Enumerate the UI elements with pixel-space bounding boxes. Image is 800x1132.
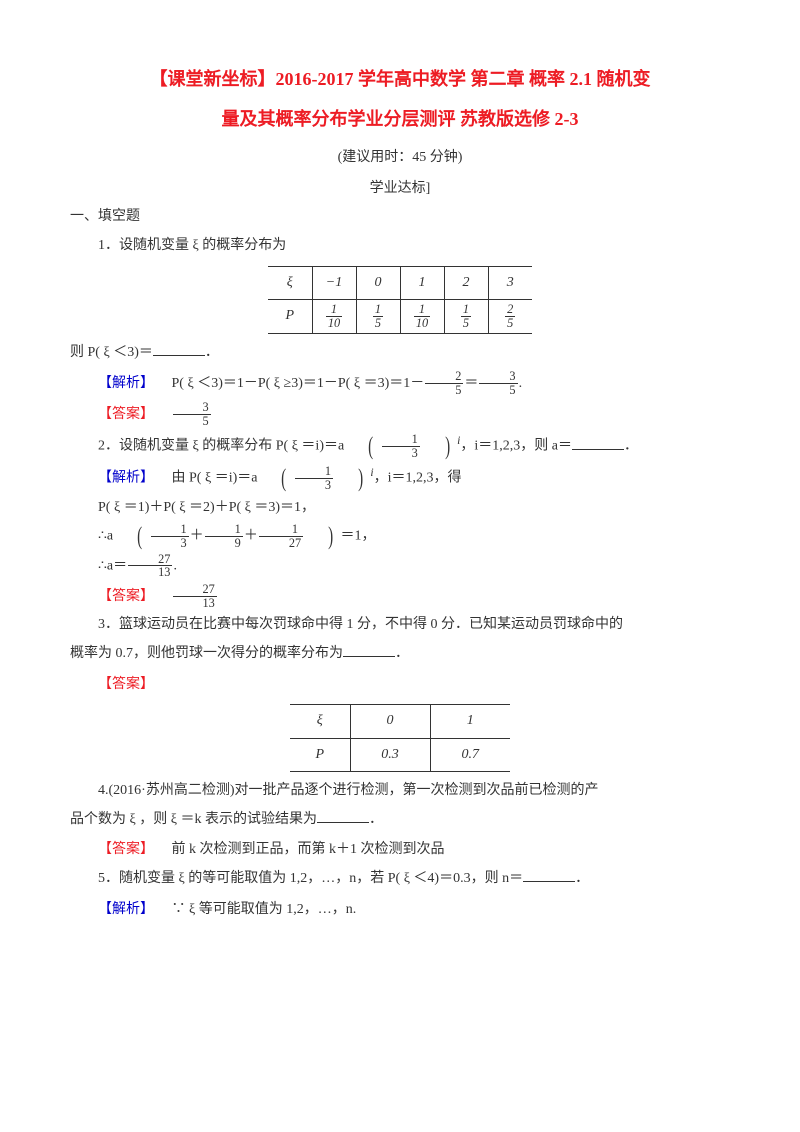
blank xyxy=(153,341,205,356)
section-label: 学业达标] xyxy=(70,176,730,203)
q2-an4-pre: ∴a＝ xyxy=(98,558,127,573)
rparen-icon: ) xyxy=(311,527,333,547)
blank xyxy=(343,642,395,657)
blank xyxy=(572,434,624,449)
q3-answer: 【答案】 xyxy=(70,670,730,699)
q1-an-f1: 25 xyxy=(424,370,464,397)
q1-stem: 1．设随机变量 ξ 的概率分布为 xyxy=(70,233,730,260)
q2-answer-frac: 2713 xyxy=(172,583,218,610)
q5-analysis-text: ∵ ξ 等可能取值为 1,2，…，n. xyxy=(172,902,357,917)
time-suggest: (建议用时：45 分钟) xyxy=(70,145,730,172)
q2-sum-f3: 127 xyxy=(258,523,304,550)
answer-label: 【答案】 xyxy=(98,840,154,856)
q2-frac: 13 xyxy=(381,433,421,460)
q1-after-text: 则 P( ξ ＜3)＝ xyxy=(70,345,153,360)
q3-h1: 0 xyxy=(350,705,430,739)
q2-an1-pre: 由 P( ξ ＝i)＝a xyxy=(172,471,258,486)
q3-table-header: ξ 0 1 xyxy=(290,705,510,739)
q3-h2: 1 xyxy=(430,705,510,739)
doc-title-line1: 【课堂新坐标】2016-2017 学年高中数学 第二章 概率 2.1 随机变 xyxy=(70,60,730,100)
q1-p3: 15 xyxy=(460,303,472,330)
q4-answer-text: 前 k 次检测到正品，而第 k＋1 次检测到次品 xyxy=(172,842,445,857)
q1-h3: 1 xyxy=(400,266,444,300)
q2-analysis-1: 【解析】 由 P( ξ ＝i)＝a(13)i，i＝1,2,3，得 xyxy=(70,462,730,492)
answer-label: 【答案】 xyxy=(98,675,154,691)
q4-tail: ． xyxy=(369,812,383,827)
q3-p0: 0.3 xyxy=(350,738,430,772)
lparen-icon: ( xyxy=(351,437,373,457)
q1-xi: ξ xyxy=(287,275,293,290)
blank xyxy=(523,867,575,882)
q2-tail: ． xyxy=(624,439,638,454)
q2-analysis-4: ∴a＝2713. xyxy=(70,553,730,580)
q2-analysis-2: P( ξ ＝1)＋P( ξ ＝2)＋P( ξ ＝3)＝1， xyxy=(70,495,730,522)
q3-xi: ξ xyxy=(317,713,323,728)
q4-answer: 【答案】 前 k 次检测到正品，而第 k＋1 次检测到次品 xyxy=(70,835,730,864)
q1-table-header-row: ξ −1 0 1 2 3 xyxy=(268,266,532,300)
q1-answer-frac: 35 xyxy=(172,401,212,428)
q1-analysis-pre: P( ξ ＜3)＝1－P( ξ ≥3)＝1－P( ξ ＝3)＝1－ xyxy=(172,376,425,391)
q2-pre: 2．设随机变量 ξ 的概率分布 P( ξ ＝i)＝a xyxy=(98,439,344,454)
q1-table: ξ −1 0 1 2 3 P 110 15 110 15 25 xyxy=(268,266,532,335)
analysis-label: 【解析】 xyxy=(98,469,154,485)
lparen-icon: ( xyxy=(265,469,287,489)
q1-plabel: P xyxy=(285,308,294,323)
answer-label: 【答案】 xyxy=(98,405,154,421)
q1-h2: 0 xyxy=(356,266,400,300)
q3-tail: ． xyxy=(395,646,409,661)
analysis-label: 【解析】 xyxy=(98,374,154,390)
q2-stem: 2．设随机变量 ξ 的概率分布 P( ξ ＝i)＝a(13)i，i＝1,2,3，… xyxy=(70,430,730,460)
q2-an3-pre: ∴a xyxy=(98,529,113,544)
q2-an3-tail: ＝1， xyxy=(341,529,376,544)
q3-text-b: 概率为 0.7，则他罚球一次得分的概率分布为 xyxy=(70,646,343,661)
q1-table-prob-row: P 110 15 110 15 25 xyxy=(268,300,532,334)
q1-after-tail: ． xyxy=(205,345,219,360)
q3-body-a: 3．篮球运动员在比赛中每次罚球命中得 1 分，不中得 0 分．已知某运动员罚球命… xyxy=(70,612,730,639)
rparen-icon: ) xyxy=(428,437,450,457)
q1-answer: 【答案】 35 xyxy=(70,400,730,429)
q2-mid: ，i＝1,2,3，则 a＝ xyxy=(460,439,572,454)
q2-answer: 【答案】 2713 xyxy=(70,582,730,611)
lparen-icon: ( xyxy=(120,527,142,547)
q5-tail: ． xyxy=(575,871,589,886)
q2-an1-frac: 13 xyxy=(294,465,334,492)
q1-tail: . xyxy=(519,376,523,391)
q3-p1: 0.7 xyxy=(430,738,510,772)
q2-an4-tail: . xyxy=(173,558,177,573)
q3-plabel: P xyxy=(315,747,324,762)
q5-stem: 5．随机变量 ξ 的等可能取值为 1,2，…，n，若 P( ξ ＜4)＝0.3，… xyxy=(70,866,730,893)
q1-an-mid: ＝ xyxy=(464,376,478,391)
q1-an-f2: 35 xyxy=(478,370,518,397)
section1-heading: 一、填空题 xyxy=(70,204,730,231)
q2-an4-frac: 2713 xyxy=(127,553,173,580)
doc-title-line2: 量及其概率分布学业分层测评 苏教版选修 2-3 xyxy=(70,100,730,140)
blank xyxy=(317,808,369,823)
q1-p0: 110 xyxy=(325,303,343,330)
q1-h5: 3 xyxy=(488,266,532,300)
q1-after-table: 则 P( ξ ＜3)＝ ． xyxy=(70,340,730,367)
q1-h4: 2 xyxy=(444,266,488,300)
q1-p4: 25 xyxy=(504,303,516,330)
q2-sum-f2: 19 xyxy=(204,523,244,550)
q3-table: ξ 0 1 P 0.3 0.7 xyxy=(290,704,510,772)
q1-h1: −1 xyxy=(312,266,356,300)
q2-analysis-3: ∴a(13＋19＋127)＝1， xyxy=(70,523,730,550)
q5-text-a: 5．随机变量 ξ 的等可能取值为 1,2，…，n，若 P( ξ ＜4)＝0.3，… xyxy=(98,871,523,886)
q1-analysis: 【解析】 P( ξ ＜3)＝1－P( ξ ≥3)＝1－P( ξ ＝3)＝1－25… xyxy=(70,369,730,398)
answer-label: 【答案】 xyxy=(98,587,154,603)
q2-an1-tail: ，i＝1,2,3，得 xyxy=(374,471,462,486)
q4-body-a: 4.(2016·苏州高二检测)对一批产品逐个进行检测，第一次检测到次品前已检测的… xyxy=(70,778,730,805)
rparen-icon: ) xyxy=(341,469,363,489)
q2-sum-f1: 13 xyxy=(150,523,190,550)
q1-p2: 110 xyxy=(413,303,431,330)
q3-body-b: 概率为 0.7，则他罚球一次得分的概率分布为 ． xyxy=(70,641,730,668)
q5-analysis: 【解析】 ∵ ξ 等可能取值为 1,2，…，n. xyxy=(70,895,730,924)
analysis-label: 【解析】 xyxy=(98,900,154,916)
q1-p1: 15 xyxy=(372,303,384,330)
q4-body-b: 品个数为 ξ ，则 ξ ＝k 表示的试验结果为 ． xyxy=(70,807,730,834)
q3-table-prob: P 0.3 0.7 xyxy=(290,738,510,772)
q4-text-b: 品个数为 ξ ，则 ξ ＝k 表示的试验结果为 xyxy=(70,812,317,827)
